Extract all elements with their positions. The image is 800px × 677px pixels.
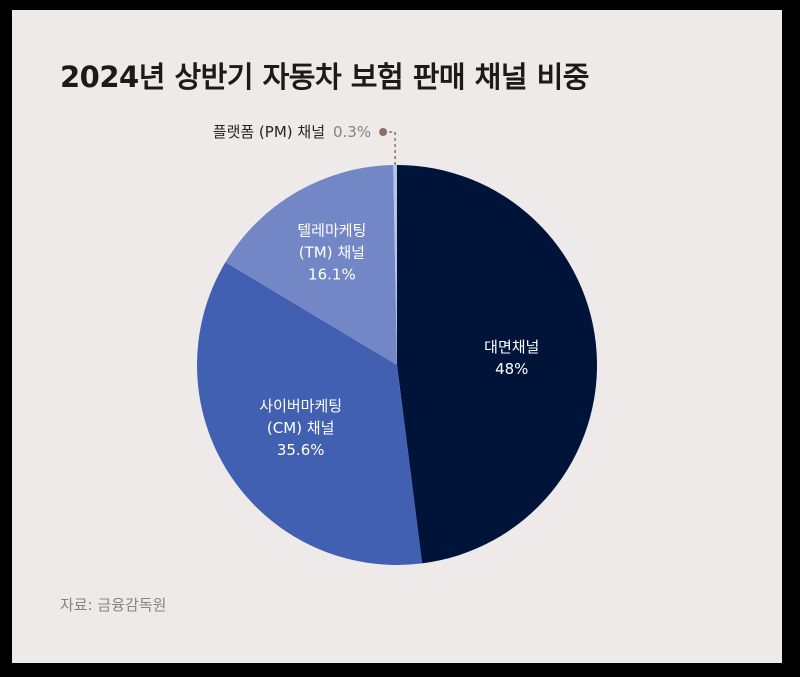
slice-name-2-line-1: (TM) 채널	[299, 243, 365, 261]
slice-name-1-line-0: 사이버마케팅	[259, 397, 342, 415]
source-note: 자료: 금융감독원	[60, 596, 167, 614]
slice-name-1-line-1: (CM) 채널	[267, 419, 335, 437]
callout-line	[383, 131, 396, 166]
slice-value-1: 35.6%	[277, 441, 325, 459]
slice-value-0: 48%	[495, 360, 528, 378]
slice-label-3: 플랫폼 (PM) 채널 0.3%	[213, 123, 371, 141]
callout-dot	[379, 128, 388, 136]
pie-slice-2	[225, 165, 397, 365]
slice-value-3: 0.3%	[333, 123, 371, 141]
pie-slice-0	[397, 165, 597, 564]
slice-name-2-line-0: 텔레마케팅	[297, 221, 366, 239]
slice-name-3: 플랫폼 (PM) 채널	[213, 123, 325, 141]
slice-value-2: 16.1%	[308, 265, 356, 283]
slice-name-0-line-0: 대면채널	[484, 338, 539, 356]
pie-slice-3	[393, 165, 397, 365]
chart-title: 2024년 상반기 자동차 보험 판매 채널 비중	[60, 60, 590, 94]
pie-slice-1	[197, 262, 423, 565]
